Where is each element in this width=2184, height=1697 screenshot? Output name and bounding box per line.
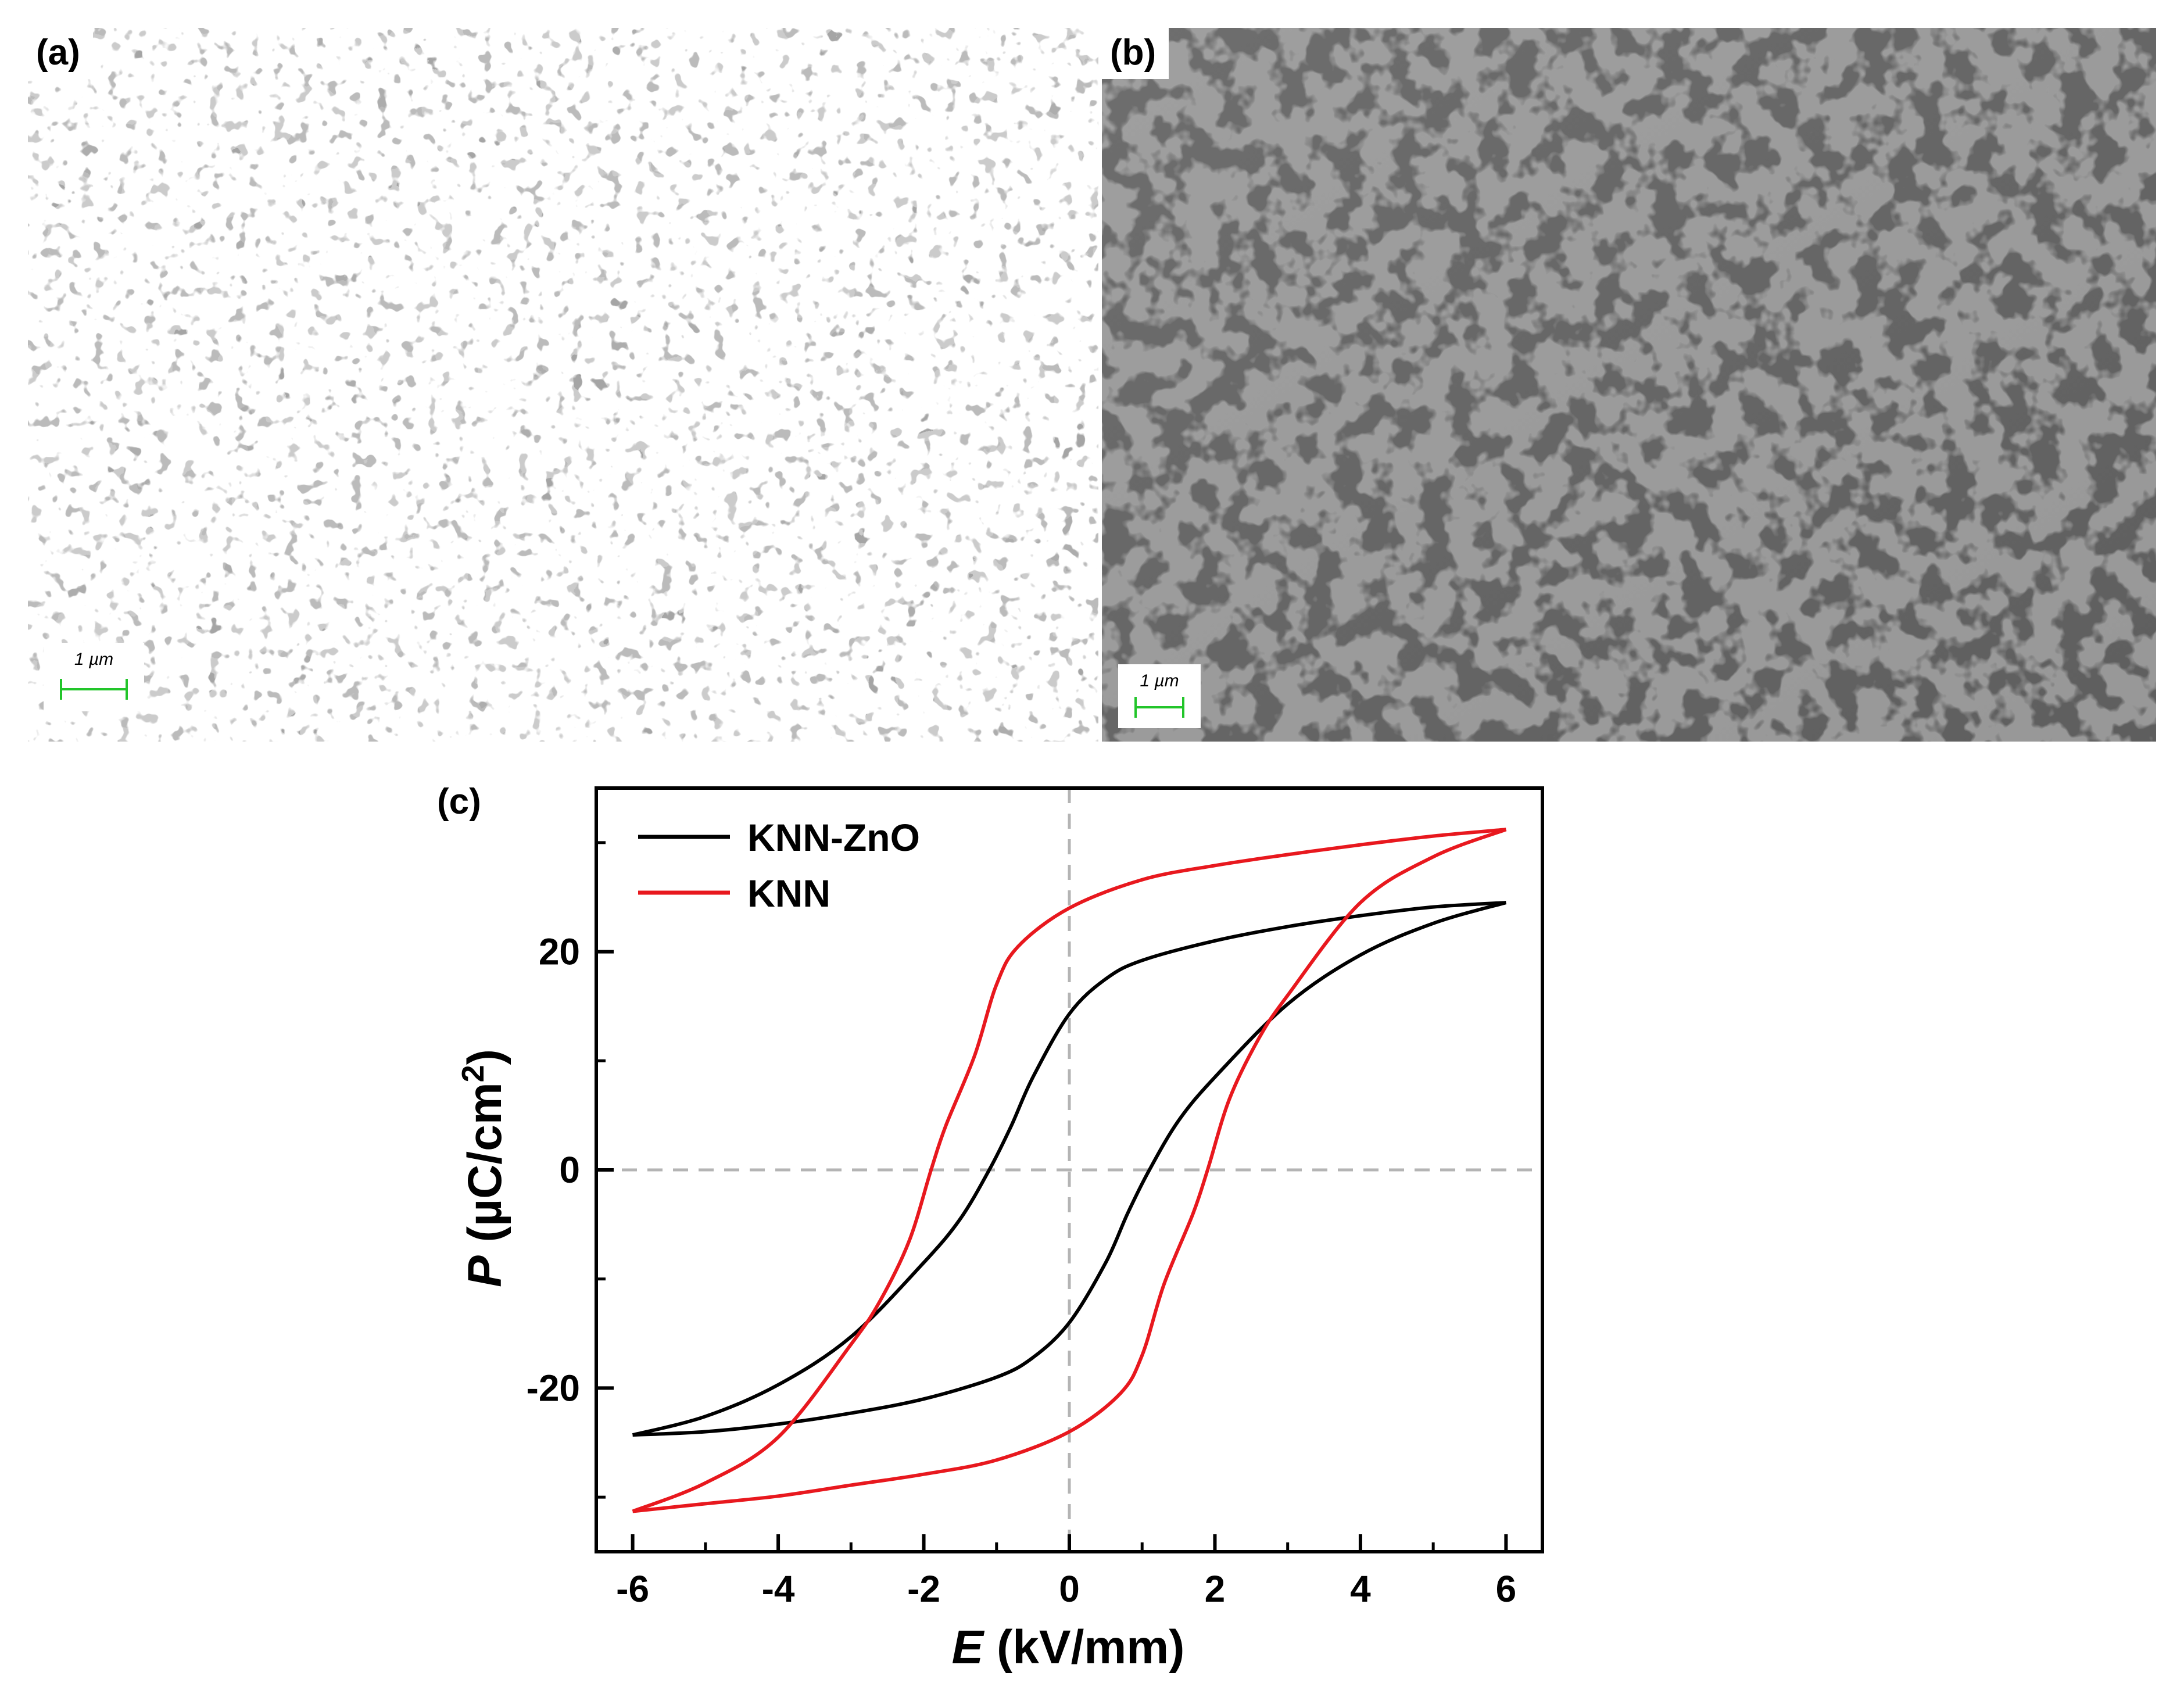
y-axis-unit-close: ): [459, 1049, 511, 1065]
y-tick-label: 20: [539, 931, 580, 973]
sem-texture-a: [28, 28, 1098, 742]
panel-label-a: (a): [28, 28, 93, 79]
y-axis-unit: (µC/cm: [459, 1082, 511, 1255]
sem-texture-b: [1102, 28, 2156, 742]
series-knn-upper-branch: [632, 828, 1506, 1513]
legend-label-knn: KNN: [747, 872, 830, 915]
y-axis-unit-superscript: 2: [456, 1065, 490, 1082]
y-axis-variable: P: [459, 1255, 511, 1287]
sem-image-a: (a) 1 µm: [28, 28, 1098, 742]
panel-label-b: (b): [1102, 28, 1169, 79]
scale-bar-line-b: [1136, 706, 1183, 708]
scale-bar-label-b: 1 µm: [1140, 671, 1179, 690]
scale-bar-cap-b-left: [1134, 697, 1137, 718]
y-axis-label: P (µC/cm2): [456, 1049, 511, 1287]
series-knn-zno-lower-branch: [632, 901, 1507, 1437]
x-axis-variable: E: [951, 1621, 984, 1674]
x-tick-label: 4: [1350, 1568, 1371, 1610]
x-tick-label: -6: [616, 1568, 649, 1610]
legend: KNN-ZnO KNN: [638, 816, 920, 915]
x-tick-label: 2: [1205, 1568, 1226, 1610]
y-tick-label: -20: [527, 1367, 581, 1409]
panel-label-c: (c): [437, 782, 481, 822]
sem-image-b: (b) 1 µm: [1102, 28, 2156, 742]
scale-bar-cap-a-right: [126, 679, 128, 700]
scale-bar-line-a: [61, 688, 127, 690]
series-knn-lower-branch: [632, 828, 1507, 1513]
x-axis-unit: (kV/mm): [983, 1621, 1184, 1674]
x-tick-label: -2: [907, 1568, 940, 1610]
series-knn-zno-upper-branch: [632, 901, 1506, 1437]
scale-bar-b: 1 µm: [1118, 664, 1201, 728]
scale-bar-a: 1 µm: [44, 643, 144, 711]
x-tick-label: 0: [1059, 1568, 1080, 1610]
x-axis-label: E (kV/mm): [951, 1621, 1184, 1674]
y-tick-label: 0: [559, 1149, 580, 1191]
scale-bar-label-a: 1 µm: [74, 650, 114, 669]
plot-area: [596, 788, 1542, 1552]
scale-bar-cap-a-left: [60, 679, 62, 700]
x-tick-label: -4: [762, 1568, 795, 1610]
x-tick-label: 6: [1496, 1568, 1517, 1610]
legend-label-knn-zno: KNN-ZnO: [747, 816, 920, 859]
scale-bar-cap-b-right: [1182, 697, 1184, 718]
